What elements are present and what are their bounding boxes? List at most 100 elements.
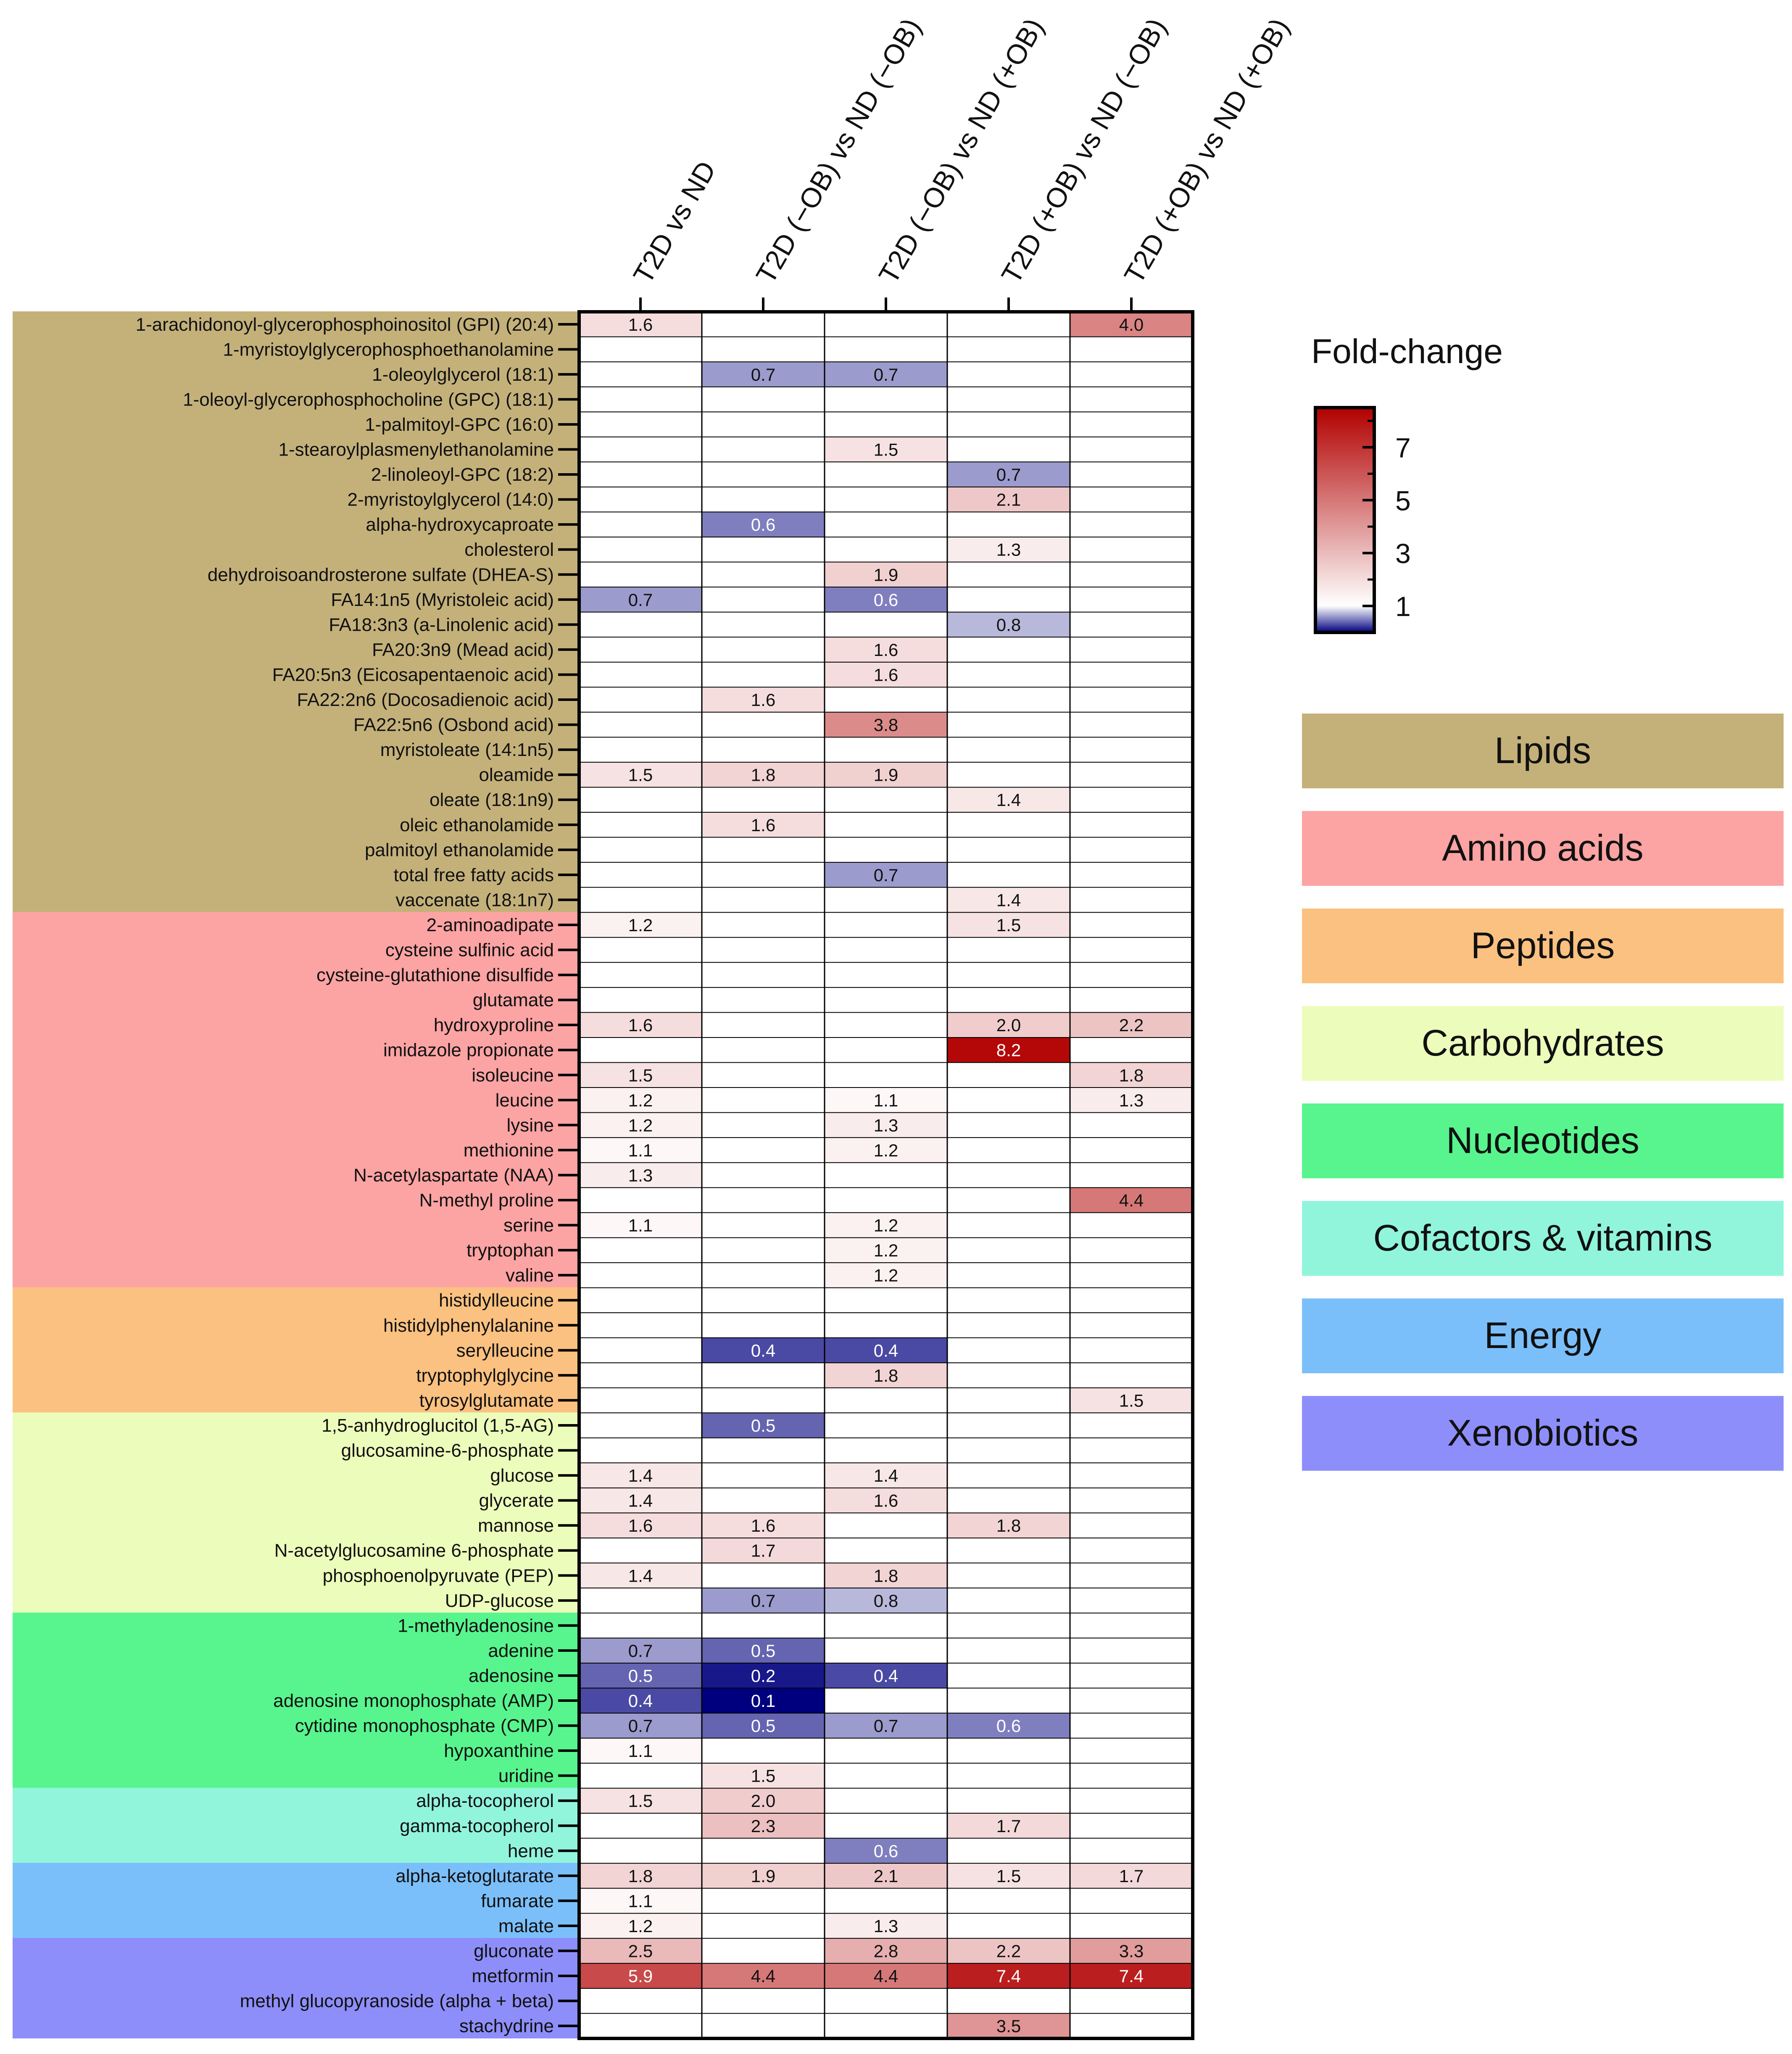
row-label: alpha-hydroxycaproate (366, 514, 554, 535)
heatmap-cell (579, 1162, 702, 1188)
cell-value-label: 1.1 (628, 1741, 653, 1761)
heatmap-cell (579, 1888, 702, 1914)
cell-value-label: 1.9 (874, 565, 898, 585)
heatmap-cell (825, 1863, 947, 1888)
row-label: 1-stearoylplasmenylethanolamine (279, 440, 554, 460)
heatmap-cell (702, 762, 825, 787)
cell-value-label: 8.2 (996, 1040, 1021, 1060)
heatmap-cell (702, 1813, 825, 1838)
color-scale-legend: Fold-change 7 5 3 1 (1311, 332, 1503, 634)
row-label: alpha-tocopherol (416, 1791, 554, 1811)
heatmap-cell (702, 1413, 825, 1438)
cell-value-label: 0.7 (628, 590, 653, 610)
heatmap-cell (579, 1663, 702, 1688)
heatmap-cell (579, 1938, 702, 1964)
cell-value-label: 1.4 (628, 1491, 653, 1511)
cell-value-label: 1.9 (751, 1866, 775, 1886)
color-scale-tick-label: 3 (1395, 538, 1411, 569)
cell-value-label: 1.5 (628, 765, 653, 785)
heatmap-cell (825, 362, 947, 387)
heatmap-cell (947, 912, 1070, 937)
heatmap-cell (1070, 1938, 1193, 1964)
cell-value-label: 0.4 (628, 1691, 653, 1711)
cell-value-label: 2.0 (751, 1791, 775, 1811)
heatmap-cell (825, 1913, 947, 1938)
row-label: 1-oleoylglycerol (18:1) (372, 364, 554, 385)
heatmap-cell (579, 1088, 702, 1113)
cell-value-label: 0.7 (874, 365, 898, 384)
heatmap-cell (825, 762, 947, 787)
cell-value-label: 3.5 (996, 2016, 1021, 2036)
cell-value-label: 0.7 (874, 1716, 898, 1736)
heatmap-cell (825, 1262, 947, 1288)
heatmap-cell (825, 712, 947, 737)
cell-value-label: 1.6 (628, 315, 653, 334)
heatmap-cell (579, 1012, 702, 1038)
heatmap-cell (1070, 312, 1193, 337)
row-label: malate (498, 1916, 554, 1936)
heatmap-cell (702, 1788, 825, 1813)
row-label: 2-linoleoyl-GPC (18:2) (371, 464, 554, 485)
row-label: uridine (498, 1766, 554, 1786)
cell-value-label: 0.6 (751, 515, 775, 535)
row-label: hydroxyproline (434, 1015, 554, 1035)
category-legend-label: Lipids (1494, 729, 1591, 771)
heatmap-cell (702, 1688, 825, 1713)
heatmap-cell (947, 787, 1070, 812)
cell-value-label: 1.4 (996, 890, 1021, 910)
cell-value-label: 4.4 (751, 1966, 775, 1986)
heatmap-cell (825, 1663, 947, 1688)
heatmap-cell (579, 1212, 702, 1238)
cell-value-label: 0.7 (628, 1716, 653, 1736)
cell-value-label: 0.5 (751, 1641, 775, 1661)
cell-value-label: 0.4 (751, 1340, 775, 1360)
cell-value-label: 0.5 (751, 1416, 775, 1435)
cell-value-label: 0.2 (751, 1666, 775, 1685)
cell-value-label: 1.5 (628, 1791, 653, 1811)
heatmap-cell (825, 1588, 947, 1613)
row-label: 1,5-anhydroglucitol (1,5-AG) (322, 1415, 554, 1436)
category-legend-swatch (1302, 1298, 1784, 1373)
row-label: dehydroisoandrosterone sulfate (DHEA-S) (208, 564, 554, 585)
cell-value-label: 4.4 (874, 1966, 898, 1986)
cell-value-label: 1.3 (628, 1165, 653, 1185)
row-label: methyl glucopyranoside (alpha + beta) (240, 1991, 554, 2012)
heatmap-cell (702, 1638, 825, 1663)
heatmap-cell (579, 1713, 702, 1738)
heatmap-cell (825, 1112, 947, 1138)
row-label: alpha-ketoglutarate (395, 1866, 554, 1886)
cell-value-label: 2.1 (874, 1866, 898, 1886)
row-label: tryptophylglycine (416, 1365, 554, 1386)
row-label: FA14:1n5 (Myristoleic acid) (331, 590, 554, 610)
heatmap-cell (825, 587, 947, 612)
heatmap-cell (702, 1963, 825, 1988)
cell-value-label: 1.6 (751, 815, 775, 835)
heatmap-cell (947, 1012, 1070, 1038)
heatmap-cell (579, 1913, 702, 1938)
heatmap-cell (947, 612, 1070, 637)
cell-value-label: 1.7 (996, 1816, 1021, 1836)
category-legend-swatch (1302, 1006, 1784, 1081)
heatmap-cell (579, 312, 702, 337)
color-scale-title: Fold-change (1311, 332, 1503, 371)
heatmap-cell (825, 1138, 947, 1163)
heatmap-cell (579, 762, 702, 787)
cell-value-label: 1.2 (628, 1916, 653, 1936)
cell-value-label: 0.5 (628, 1666, 653, 1685)
heatmap-cell (947, 1963, 1070, 1988)
heatmap-cell (947, 887, 1070, 913)
cell-value-label: 1.5 (996, 915, 1021, 935)
row-label: cytidine monophosphate (CMP) (295, 1716, 554, 1736)
cell-value-label: 0.7 (628, 1641, 653, 1661)
heatmap-cell (702, 1513, 825, 1538)
row-label: glycerate (479, 1490, 554, 1511)
category-legend-label: Cofactors & vitamins (1373, 1217, 1713, 1259)
cell-value-label: 0.4 (874, 1340, 898, 1360)
heatmap-cell (579, 1638, 702, 1663)
cell-value-label: 2.8 (874, 1941, 898, 1961)
category-band-carbohydrates (13, 1412, 579, 1613)
category-band-xenobiotics (13, 1938, 579, 2038)
heatmap-cell (702, 1338, 825, 1363)
category-legend-swatch (1302, 714, 1784, 788)
cell-value-label: 1.8 (874, 1566, 898, 1585)
